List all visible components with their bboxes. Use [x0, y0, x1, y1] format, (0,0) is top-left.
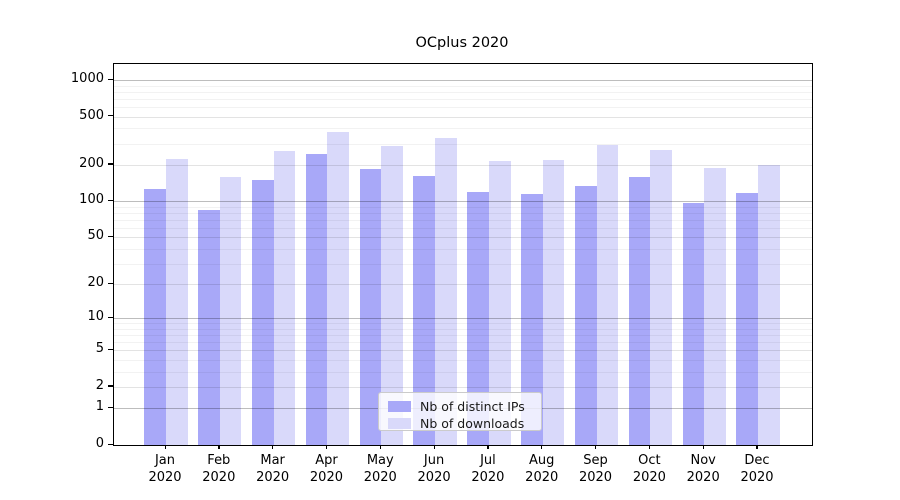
bar-feb-downloads [219, 177, 242, 445]
legend-row-distinct-ips: Nb of distinct IPs [388, 398, 533, 414]
bar-aug-downloads [542, 159, 565, 445]
y-tick-mark-5 [108, 348, 113, 351]
legend-swatch-downloads [388, 417, 411, 429]
x-tick-mark-oct [648, 445, 651, 449]
x-tick-mark-jan [164, 445, 166, 449]
bar-apr-distinct-ips [305, 153, 328, 445]
x-tick-mark-nov [702, 445, 704, 449]
x-tick-mark-feb [218, 445, 220, 449]
y-tick-label-10: 10 [87, 309, 104, 325]
y-tick-label-2: 2 [95, 377, 104, 393]
x-tick-mark-jul [487, 445, 489, 449]
bar-nov-downloads [704, 167, 726, 445]
bar-mar-distinct-ips [252, 179, 274, 445]
y-tick-label-20: 20 [87, 275, 104, 291]
bar-may-downloads [381, 145, 403, 445]
x-tick-mark-dec [756, 445, 758, 449]
bar-may-distinct-ips [359, 168, 382, 445]
y-tick-mark-2 [108, 385, 113, 387]
bar-jan-downloads [166, 158, 188, 445]
x-tick-mark-aug [541, 445, 543, 449]
x-tick-label-jul: Jul 2020 [471, 453, 505, 485]
y-tick-mark-50 [108, 235, 113, 237]
x-tick-label-jun: Jun 2020 [417, 453, 451, 485]
bar-mar-downloads [273, 151, 296, 445]
bar-sep-distinct-ips [574, 186, 597, 445]
x-tick-label-feb: Feb 2020 [202, 453, 236, 485]
legend-row-downloads: Nb of downloads [388, 415, 533, 431]
bar-jun-downloads [435, 138, 457, 445]
x-tick-label-aug: Aug 2020 [525, 453, 559, 485]
x-tick-label-may: May 2020 [363, 453, 397, 485]
x-tick-label-mar: Mar 2020 [256, 453, 290, 485]
bar-dec-distinct-ips [736, 192, 758, 445]
bar-nov-distinct-ips [682, 202, 705, 445]
legend-label-distinct-ips: Nb of distinct IPs [420, 398, 525, 414]
y-tick-mark-10 [108, 316, 113, 318]
x-tick-mark-jun [433, 445, 435, 449]
y-tick-label-1000: 1000 [70, 71, 104, 87]
x-tick-label-sep: Sep 2020 [578, 453, 613, 485]
y-tick-label-1: 1 [95, 399, 104, 415]
x-tick-label-oct: Oct 2020 [632, 453, 666, 485]
legend-swatch-distinct-ips [388, 400, 411, 412]
x-tick-mark-mar [272, 445, 274, 449]
bar-jun-distinct-ips [413, 175, 436, 445]
y-tick-label-500: 500 [79, 107, 104, 123]
bar-apr-downloads [327, 131, 350, 445]
legend-label-downloads: Nb of downloads [420, 415, 525, 431]
bar-jul-distinct-ips [467, 191, 489, 445]
x-tick-label-dec: Dec 2020 [740, 453, 774, 485]
y-tick-label-100: 100 [79, 192, 104, 208]
x-tick-label-nov: Nov 2020 [686, 453, 720, 485]
x-tick-mark-apr [325, 445, 328, 449]
x-tick-mark-sep [595, 445, 597, 449]
y-tick-mark-500 [108, 115, 113, 117]
bar-sep-downloads [596, 145, 619, 445]
bar-oct-downloads [650, 149, 672, 445]
x-tick-label-apr: Apr 2020 [309, 453, 343, 485]
x-tick-mark-may [379, 445, 381, 449]
chart-title: OCplus 2020 [415, 35, 509, 51]
bar-jul-downloads [488, 160, 511, 445]
bar-feb-distinct-ips [198, 209, 220, 445]
y-tick-mark-100 [108, 199, 113, 201]
bar-dec-downloads [757, 164, 780, 445]
y-tick-label-5: 5 [95, 341, 104, 357]
y-tick-mark-0 [108, 443, 113, 445]
bar-oct-distinct-ips [628, 177, 651, 445]
y-tick-mark-200 [108, 163, 113, 165]
legend: Nb of distinct IPs Nb of downloads [378, 392, 542, 431]
bar-jan-distinct-ips [144, 188, 166, 445]
y-tick-mark-1 [108, 406, 113, 409]
plot-area [113, 63, 813, 446]
y-tick-label-0: 0 [95, 436, 104, 451]
y-tick-label-50: 50 [87, 228, 104, 244]
y-tick-mark-20 [108, 282, 113, 284]
bar-aug-distinct-ips [521, 193, 543, 445]
y-tick-label-200: 200 [79, 155, 104, 171]
y-tick-mark-1000 [108, 78, 113, 80]
x-tick-label-jan: Jan 2020 [148, 453, 182, 485]
bars-layer [114, 64, 812, 445]
